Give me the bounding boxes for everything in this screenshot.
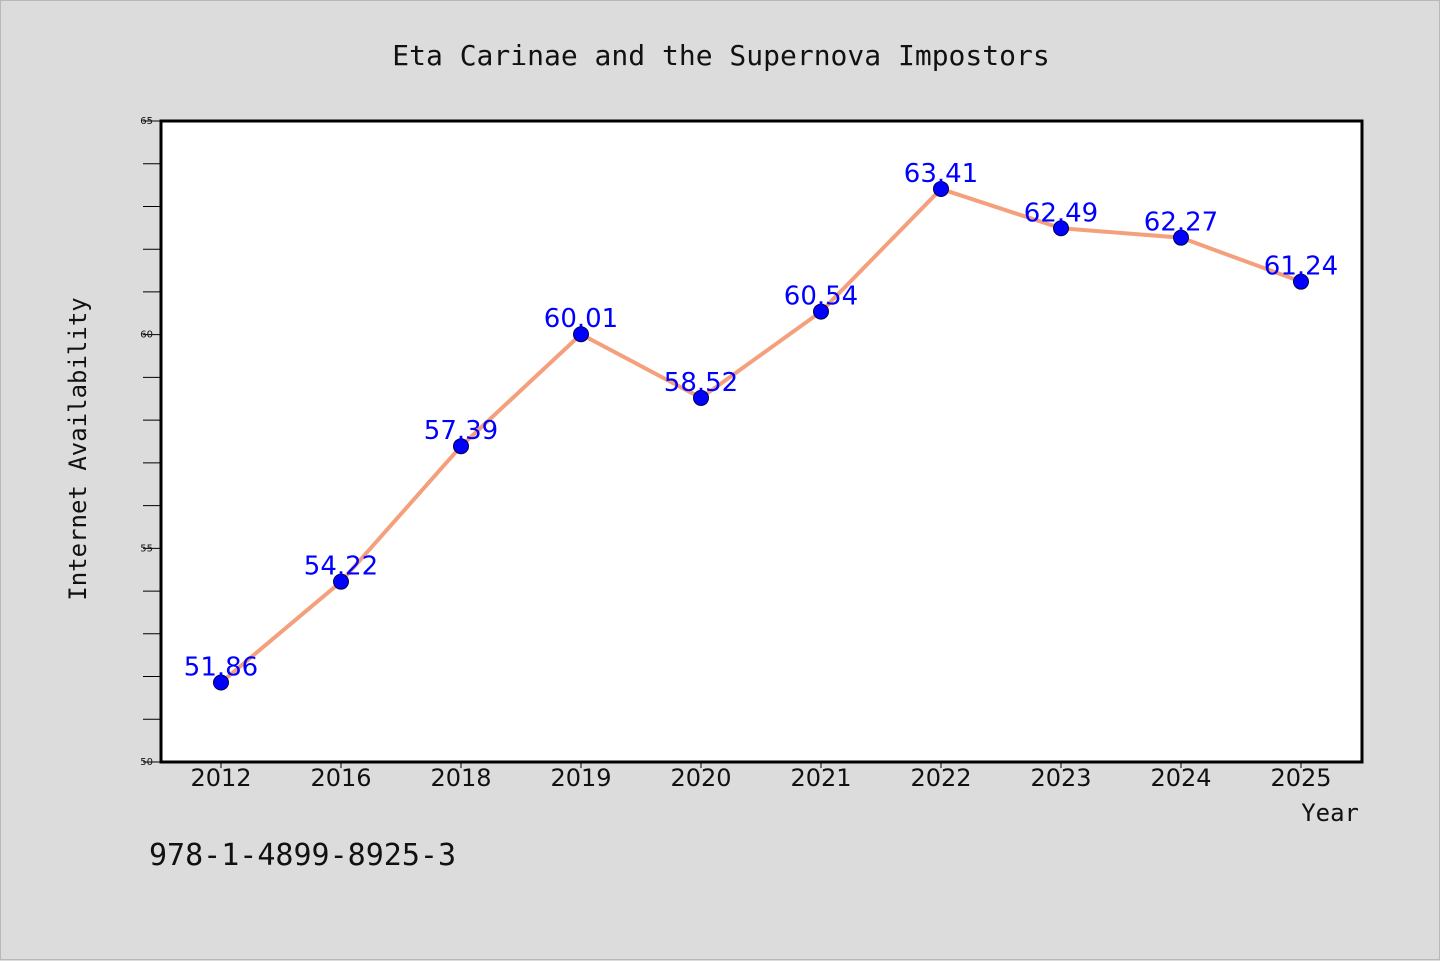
data-point	[933, 180, 949, 197]
x-axis-label: Year	[1301, 799, 1359, 827]
x-tick-label: 2018	[430, 764, 491, 792]
x-tick-label: 2012	[190, 764, 251, 792]
y-axis-label: Internet Availability	[64, 297, 92, 600]
y-tick-label: 55	[140, 543, 153, 554]
data-label: 54.22	[304, 552, 378, 582]
y-tick-label: 50	[140, 757, 153, 768]
x-tick-label: 2021	[790, 764, 851, 792]
data-labels: 51.86 54.22 57.39 60.01 58.52 60.54 63.41 62.49…	[184, 159, 1338, 683]
x-tick-label: 2023	[1030, 764, 1091, 792]
data-point	[1293, 273, 1309, 290]
data-label: 60.01	[544, 304, 618, 334]
x-tick-label: 2020	[670, 764, 731, 792]
data-point	[1173, 229, 1189, 246]
data-point	[1053, 220, 1069, 237]
data-point	[213, 674, 229, 691]
data-label: 61.24	[1264, 252, 1338, 282]
plot-frame	[159, 119, 1364, 764]
isbn-note: 978-1-4899-8925-3	[149, 838, 456, 873]
x-axis: 2012 2016 2018 2019 2020 2021 2022 2023 2024 2025	[190, 762, 1332, 792]
data-point	[693, 389, 709, 406]
y-axis: 50 55 60 65	[140, 116, 161, 768]
data-point	[453, 438, 469, 455]
data-label: 62.27	[1144, 208, 1218, 238]
data-label: 58.52	[664, 368, 738, 398]
y-tick-label: 60	[140, 330, 153, 341]
data-point	[333, 573, 349, 590]
data-label: 62.49	[1024, 198, 1098, 228]
data-point	[813, 303, 829, 320]
chart-title: Eta Carinae and the Supernova Impostors	[392, 39, 1049, 72]
series-group	[213, 180, 1309, 691]
x-tick-label: 2025	[1270, 764, 1331, 792]
data-label: 60.54	[784, 282, 858, 312]
x-tick-label: 2022	[910, 764, 971, 792]
x-tick-label: 2024	[1150, 764, 1211, 792]
data-label: 57.39	[424, 416, 498, 446]
series-line	[219, 186, 1302, 685]
data-label: 51.86	[184, 653, 258, 683]
data-point	[573, 326, 589, 343]
y-tick-label: 65	[140, 116, 153, 127]
plot-area	[161, 121, 1362, 762]
data-label: 63.41	[904, 159, 978, 189]
x-tick-label: 2016	[310, 764, 371, 792]
x-tick-label: 2019	[550, 764, 611, 792]
